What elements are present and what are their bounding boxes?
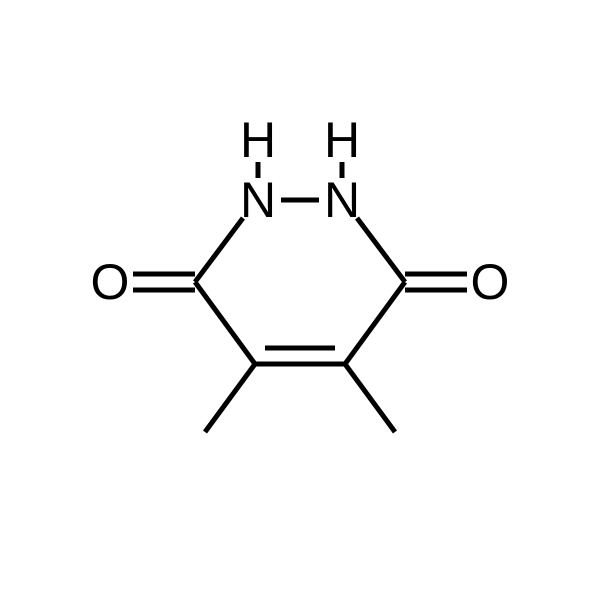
- atom-layer: NNHH O O: [91, 112, 510, 310]
- atom-N_left: N: [240, 172, 276, 228]
- atom-H_right: H: [324, 112, 360, 168]
- bond-ring-left-lower: [195, 282, 255, 364]
- bond-ring-left-upper: [195, 218, 243, 282]
- atom-N_right: N: [324, 172, 360, 228]
- bond-ring-right-upper: [357, 218, 405, 282]
- bond-methyl-right: [345, 364, 395, 432]
- bond-methyl-left: [205, 364, 255, 432]
- atom-O_right: O: [471, 254, 510, 310]
- atom-H_left: H: [240, 112, 276, 168]
- bond-ring-right-lower: [345, 282, 405, 364]
- bond-layer: [133, 162, 467, 432]
- atom-O_left: O: [91, 254, 130, 310]
- molecule-diagram: NNHH O O: [0, 0, 600, 600]
